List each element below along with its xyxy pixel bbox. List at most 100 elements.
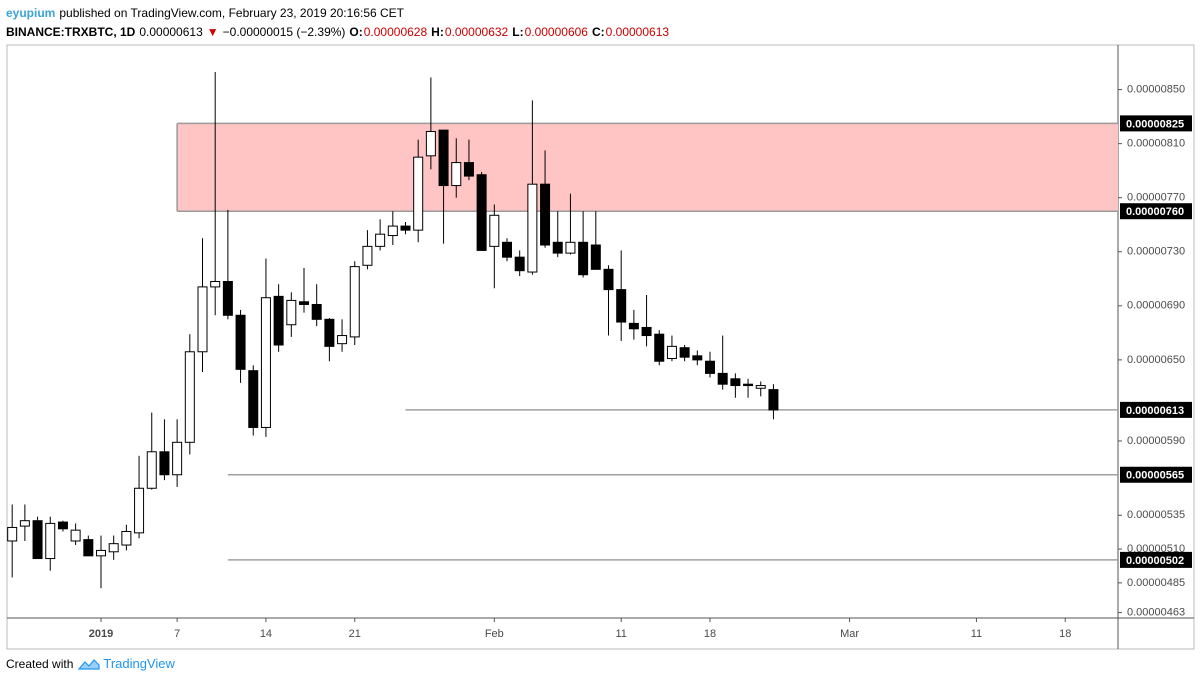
candle-body	[451, 162, 462, 187]
price-tag	[1120, 115, 1192, 132]
price-tag-label: 0.00000613	[1126, 405, 1184, 417]
price-tag	[1120, 551, 1192, 568]
header: eyupium published on TradingView.com, Feb…	[6, 4, 673, 42]
candle-body	[286, 299, 297, 326]
candle-body	[337, 335, 348, 345]
candle-body	[197, 286, 208, 353]
zone	[177, 123, 1118, 212]
candle-body	[552, 241, 563, 254]
x-tick-label: 11	[615, 628, 626, 640]
candle-body	[679, 347, 690, 358]
x-tick-label: Feb	[485, 628, 504, 640]
candle-body	[248, 370, 259, 428]
candle-body	[578, 241, 589, 276]
y-tick-label: 0.00000485	[1127, 577, 1185, 589]
candle-body	[7, 526, 18, 542]
candle-body	[425, 130, 436, 157]
symbol: BINANCE:TRXBTC, 1D	[6, 25, 136, 39]
l-label: L:	[512, 25, 524, 39]
footer: Created with TradingView	[6, 656, 175, 671]
h-label: H:	[431, 25, 444, 39]
brand[interactable]: TradingView	[103, 656, 175, 671]
y-tick-label: 0.00000690	[1127, 300, 1185, 312]
candle-body	[730, 378, 741, 387]
candle-body	[96, 549, 106, 557]
x-tick-label: 14	[260, 628, 272, 640]
y-tick-label: 0.00000535	[1127, 509, 1185, 521]
arrow: ▼	[206, 25, 219, 39]
candle-body	[375, 233, 386, 247]
candle-body	[184, 351, 195, 443]
candle-body	[463, 162, 474, 177]
x-tick-label: 18	[704, 628, 716, 640]
candle-body	[45, 522, 56, 560]
publish-line: eyupium published on TradingView.com, Feb…	[6, 4, 673, 23]
candle-body	[540, 183, 551, 246]
candle-body	[222, 280, 233, 316]
price-tag-label: 0.00000760	[1126, 206, 1184, 218]
candle-body	[489, 214, 500, 247]
y-tick-label: 0.00000810	[1127, 138, 1185, 150]
change: −0.00000015 (−2.39%)	[222, 25, 346, 39]
axes: 0.00000850 0.00000810 0.00000770 0.00000730…	[89, 84, 1192, 640]
candle-body	[121, 531, 132, 546]
candle-body	[108, 543, 119, 553]
candle-body	[32, 520, 43, 560]
candle-body	[57, 521, 68, 530]
candle-body	[159, 451, 170, 476]
candle-body	[70, 529, 81, 542]
last: 0.00000613	[139, 25, 203, 39]
x-tick-label: 2019	[89, 628, 113, 640]
candle-body	[705, 360, 715, 374]
candle-body	[743, 383, 754, 387]
c: 0.00000613	[605, 25, 670, 39]
candle-body	[210, 280, 221, 288]
o: 0.00000628	[363, 25, 428, 39]
candle-body	[387, 225, 398, 237]
candle-body	[590, 244, 601, 270]
candle-body	[83, 539, 94, 557]
l: 0.00000606	[524, 25, 588, 39]
candle-body	[768, 389, 779, 411]
y-tick-label: 0.00000770	[1127, 192, 1185, 204]
candle-body	[260, 297, 271, 428]
candle-body	[666, 345, 677, 360]
price-tag-label: 0.00000565	[1126, 470, 1184, 482]
price-tag-label: 0.00000502	[1126, 555, 1184, 567]
candle-body	[146, 451, 157, 489]
candle-body	[628, 322, 639, 330]
candle-body	[324, 318, 335, 347]
candle-body	[641, 326, 652, 337]
candle-body	[19, 520, 30, 527]
x-tick-label: 18	[1059, 628, 1071, 640]
x-tick-label: Mar	[840, 628, 859, 640]
candle-body	[527, 183, 538, 273]
candle-body	[514, 256, 525, 272]
candle-body	[299, 301, 309, 305]
candle-body	[565, 241, 576, 254]
published: published on TradingView.com, February 2…	[59, 6, 405, 20]
candle-body	[502, 241, 512, 258]
candle-body	[438, 129, 449, 187]
candle-body	[603, 268, 614, 291]
candle-body	[349, 266, 360, 338]
plot	[7, 72, 1118, 589]
user[interactable]: eyupium	[6, 6, 56, 20]
candle-body	[235, 314, 246, 370]
candle-body	[273, 295, 284, 346]
candle-body	[476, 174, 487, 251]
quote-line: BINANCE:TRXBTC, 1D 0.00000613 ▼ −0.00000015…	[6, 23, 673, 42]
c-label: C:	[591, 25, 605, 39]
price-tag	[1120, 401, 1192, 418]
candle-body	[362, 245, 373, 266]
logo	[78, 658, 100, 670]
x-tick-label: 7	[174, 628, 180, 640]
frame	[6, 44, 1195, 650]
x-tick-label: 11	[971, 628, 982, 640]
candle-body	[717, 372, 728, 385]
y-tick-label: 0.00000590	[1127, 435, 1185, 447]
candle-body	[755, 385, 766, 389]
price-tag	[1120, 466, 1192, 483]
